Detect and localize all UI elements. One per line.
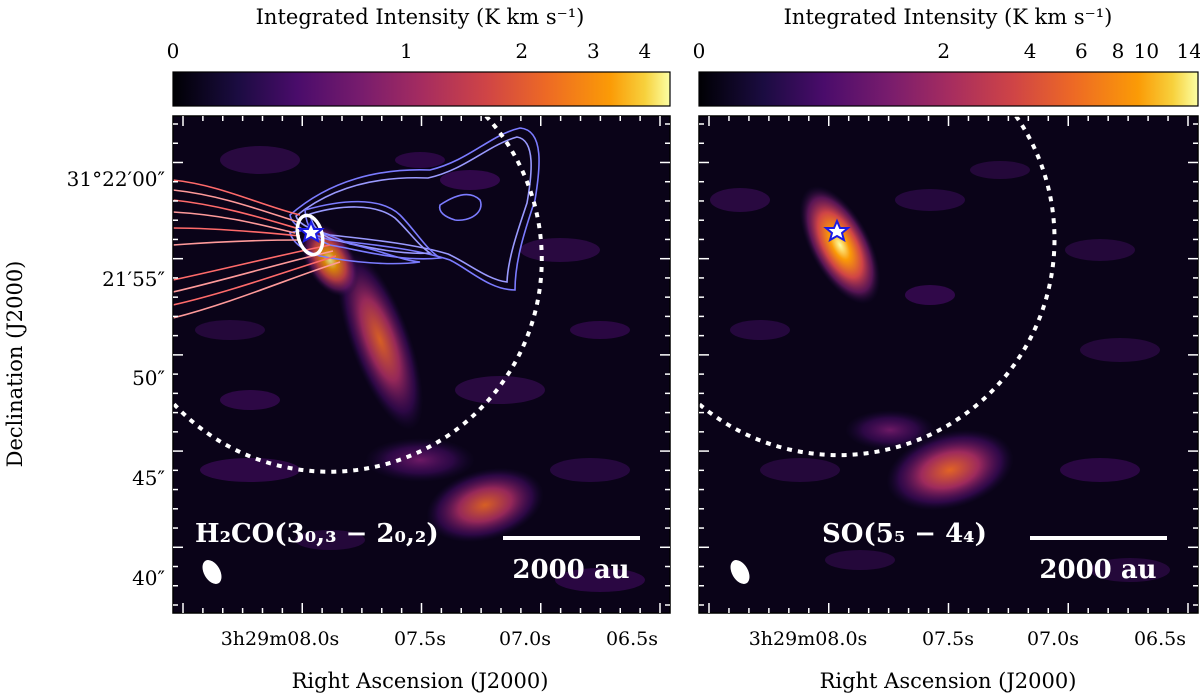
left-scalebar-label: 2000 au: [512, 555, 629, 585]
left-ytick-label: 45″: [132, 466, 165, 490]
left-primary-beam-boundary: [173, 116, 544, 474]
colorbar-tick-label: 4: [638, 39, 651, 63]
right-molecule-label: SO(5₅ − 4₄): [822, 519, 987, 549]
left-south-emission: [426, 467, 544, 543]
right-south-emission: [886, 429, 1014, 511]
left-noise: [195, 146, 645, 592]
right-core-emission: [799, 185, 881, 305]
right-xtick-label: 07.5s: [922, 628, 974, 650]
right-panel: Integrated Intensity (K km s⁻¹) 0 2 4 6 8 10 1…: [693, 5, 1200, 693]
right-axis-ticks: [699, 116, 1198, 613]
colorbar-tick-label: 1: [400, 39, 413, 63]
right-xtick-label: 07.0s: [1027, 628, 1079, 650]
right-colorbar-label: Integrated Intensity (K km s⁻¹): [784, 5, 1113, 29]
right-colorbar: [698, 71, 1199, 107]
colorbar-tick-label: 10: [1134, 39, 1159, 63]
left-molecule-label: H₂CO(3₀,₃ − 2₀,₂): [195, 519, 439, 549]
blue-outflow-contours: [289, 127, 540, 291]
colorbar-tick-label: 3: [587, 39, 600, 63]
left-south-faint-emission: [365, 438, 475, 482]
right-protostar-icon: [823, 218, 851, 243]
right-xtick-label: 3h29m08.0s: [749, 628, 868, 650]
colorbar-tick-label: 0: [693, 39, 706, 63]
right-primary-beam-boundary: [699, 116, 1057, 458]
ylabel: Declination (J2000): [3, 261, 27, 468]
left-xlabel: Right Ascension (J2000): [292, 669, 549, 693]
right-scalebar-label: 2000 au: [1039, 555, 1156, 585]
left-ytick-label: 21′55″: [102, 267, 165, 291]
right-xlabel: Right Ascension (J2000): [820, 669, 1077, 693]
left-xtick-label: 07.0s: [499, 628, 551, 650]
colorbar-tick-label: 6: [1075, 39, 1088, 63]
left-image: H₂CO(3₀,₃ − 2₀,₂) 2000 au: [173, 116, 670, 613]
right-beam-ellipse: [730, 560, 750, 584]
left-ytick-label: 50″: [132, 366, 165, 390]
right-image: SO(5₅ − 4₄) 2000 au: [699, 116, 1198, 613]
right-xtick-label: 06.5s: [1134, 628, 1186, 650]
right-noise: [710, 161, 1170, 582]
left-xtick-label: 07.5s: [394, 628, 446, 650]
colorbar-tick-label: 2: [515, 39, 528, 63]
colorbar-tick-label: 2: [937, 39, 950, 63]
colorbar-tick-label: 0: [167, 39, 180, 63]
left-disk-ellipse: [295, 213, 325, 257]
colorbar-tick-label: 4: [1024, 39, 1037, 63]
left-panel: Integrated Intensity (K km s⁻¹) 0 1 2 3 4: [3, 5, 671, 693]
left-colorbar-label: Integrated Intensity (K km s⁻¹): [256, 5, 585, 29]
left-colorbar: [172, 71, 671, 107]
left-streamer-emission: [336, 250, 424, 430]
left-protostar-icon: [297, 219, 325, 244]
left-axis-ticks: [173, 116, 670, 613]
red-outflow-contours: [173, 179, 341, 319]
right-south-faint-emission: [845, 410, 935, 450]
colorbar-tick-label: 8: [1112, 39, 1125, 63]
left-colorbar-ticks: 0 1 2 3 4: [167, 39, 651, 78]
colorbar-tick-label: 14: [1176, 39, 1200, 63]
left-xtick-label: 3h29m08.0s: [221, 628, 340, 650]
left-ytick-label: 31°22′00″: [67, 167, 165, 191]
left-beam-ellipse: [202, 560, 222, 584]
left-ytick-label: 40″: [132, 566, 165, 590]
left-xtick-label: 06.5s: [606, 628, 658, 650]
